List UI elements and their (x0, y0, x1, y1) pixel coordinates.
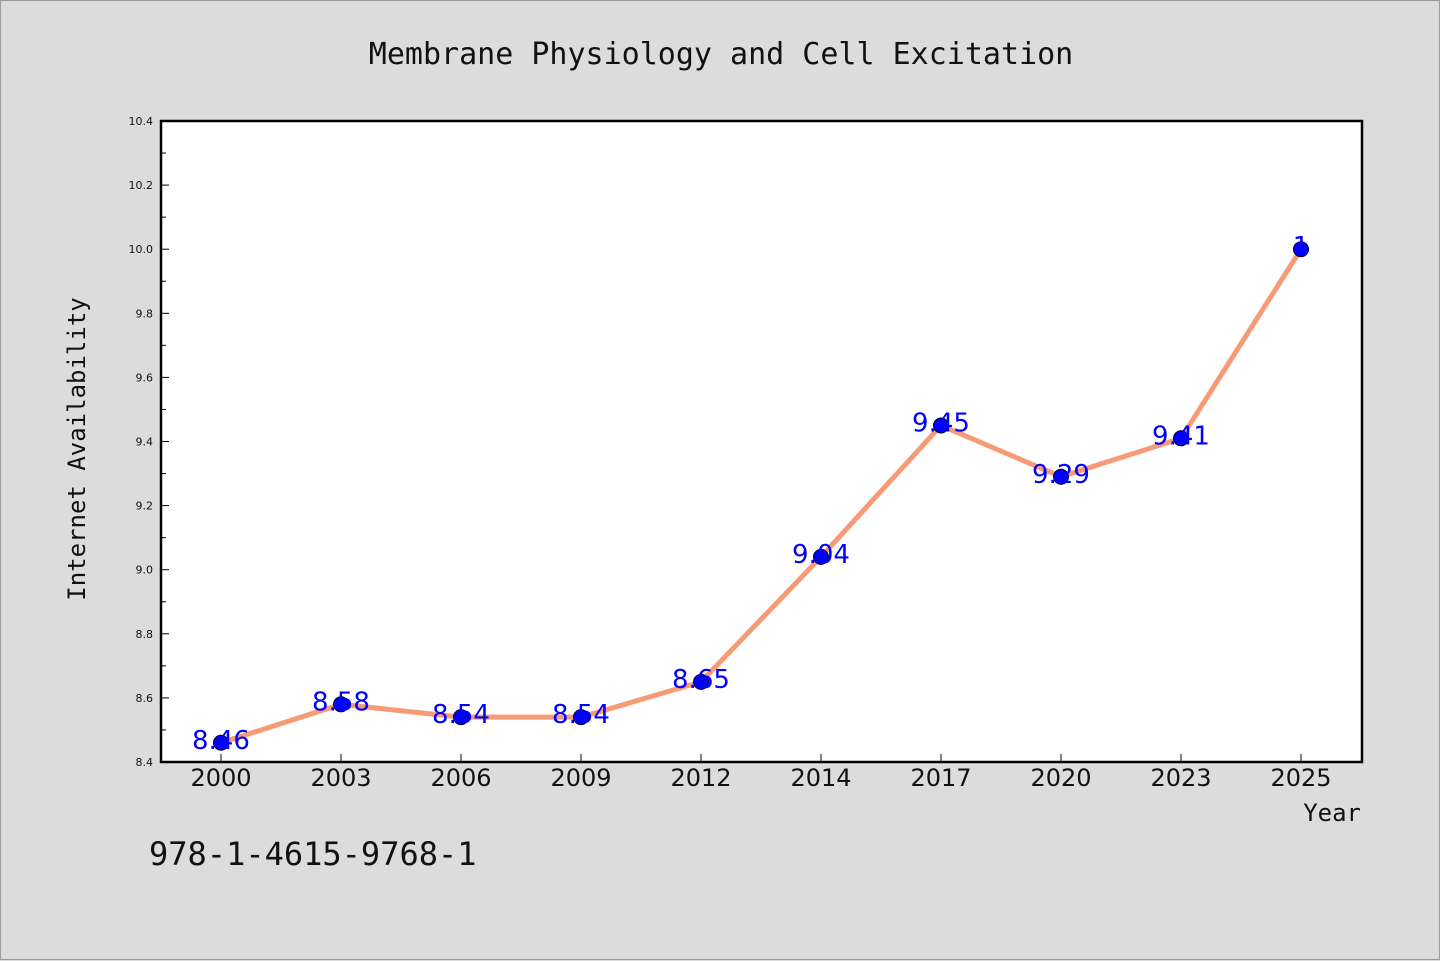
data-labels: 8.46 8.58 8.54 8.54 8.65 9.04 9.45 9.29 9.41 1 (192, 232, 1309, 756)
x-tick-label: 2000 (190, 764, 251, 792)
plot-area (159, 119, 1364, 764)
data-label: 9.45 (912, 408, 970, 438)
data-label: 9.29 (1032, 460, 1090, 490)
y-tick-label: 9.6 (136, 371, 154, 384)
data-point (1053, 468, 1069, 485)
data-label: 8.46 (192, 726, 250, 756)
data-series (213, 241, 1309, 751)
data-point (1173, 430, 1189, 447)
x-tick-label: 2017 (910, 764, 971, 792)
y-tick-label: 8.8 (136, 628, 154, 641)
y-tick-label: 10.0 (129, 243, 154, 256)
x-tick-label: 2003 (310, 764, 371, 792)
data-point (213, 734, 229, 751)
y-tick-label: 9.4 (136, 436, 154, 449)
x-tick-label: 2025 (1270, 764, 1331, 792)
x-tick-label: 2023 (1150, 764, 1211, 792)
x-tick-label: 2020 (1030, 764, 1091, 792)
data-point (693, 673, 709, 690)
y-tick-label: 9.8 (136, 307, 154, 320)
data-label: 8.58 (312, 687, 370, 717)
x-tick-label: 2006 (430, 764, 491, 792)
x-axis-label: Year (1303, 799, 1361, 827)
data-point (573, 709, 589, 726)
data-point (333, 696, 349, 713)
x-axis: 2000 2003 2006 2009 2012 2014 2017 2020 2023 2025 (190, 754, 1332, 792)
series-line (218, 246, 1304, 746)
data-label: 9.04 (792, 540, 850, 570)
data-label: 8.54 (432, 700, 490, 730)
y-tick-label: 9.2 (136, 500, 154, 513)
x-tick-label: 2014 (790, 764, 851, 792)
data-point (813, 548, 829, 565)
y-tick-label: 8.6 (136, 692, 154, 705)
data-point (933, 417, 949, 434)
x-tick-label: 2012 (670, 764, 731, 792)
y-axis: 8.4 8.6 8.8 9.0 9.2 9.4 9.6 9.8 10.0 10.2 10.4 (129, 115, 169, 769)
data-label: 1 (1293, 232, 1310, 262)
y-tick-label: 10.2 (129, 179, 154, 192)
data-label: 8.65 (672, 665, 730, 695)
data-label: 9.41 (1152, 421, 1210, 451)
y-tick-label: 10.4 (129, 115, 154, 128)
data-point (1293, 241, 1309, 258)
isbn-text: 978-1-4615-9768-1 (149, 835, 477, 873)
chart-title: Membrane Physiology and Cell Excitation (369, 37, 1073, 72)
y-tick-label: 9.0 (136, 564, 154, 577)
y-axis-label: Internet Availability (63, 297, 91, 600)
x-tick-label: 2009 (550, 764, 611, 792)
data-point (453, 709, 469, 726)
data-label: 8.54 (552, 700, 610, 730)
y-tick-label: 8.4 (136, 756, 154, 769)
